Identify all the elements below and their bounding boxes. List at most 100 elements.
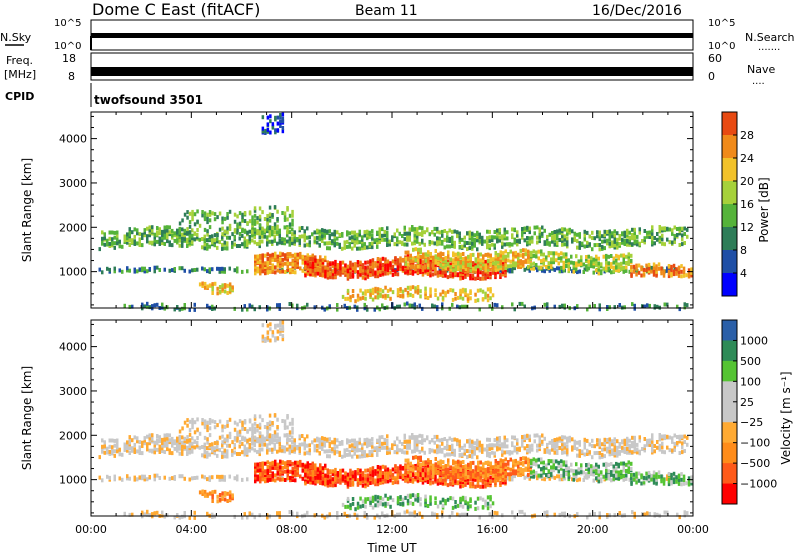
power-cell — [630, 253, 633, 258]
power-cell — [666, 268, 669, 273]
velocity-cell — [683, 434, 686, 439]
velocity-cell — [391, 476, 395, 481]
power-cell — [141, 302, 144, 307]
velocity-cell — [471, 472, 475, 477]
power-cell — [364, 271, 367, 276]
power-cell — [583, 233, 586, 238]
power-cell — [668, 227, 671, 232]
power-cell — [499, 250, 502, 255]
velocity-cell — [233, 442, 236, 447]
power-cell — [133, 227, 136, 232]
power-cell — [206, 232, 209, 237]
power-cell — [369, 288, 372, 293]
velocity-cell — [381, 435, 384, 440]
power-cell — [211, 236, 214, 241]
velocity-cell — [306, 467, 310, 472]
power-cell — [652, 272, 656, 277]
power-cell — [590, 261, 593, 266]
velocity-cell — [336, 444, 339, 449]
velocity-cell — [636, 450, 639, 455]
power-cell — [371, 233, 374, 238]
power-cell — [243, 244, 246, 249]
power-cell — [468, 246, 471, 251]
power-cell — [434, 288, 437, 293]
velocity-cell — [233, 476, 236, 481]
velocity-cell — [334, 475, 337, 480]
velocity-cell — [416, 438, 419, 443]
velocity-cell — [223, 475, 226, 480]
power-cell — [286, 255, 289, 260]
power-cell — [226, 235, 229, 240]
power-cell — [434, 254, 437, 259]
power-cell — [351, 230, 354, 235]
power-cell — [451, 302, 454, 307]
velocity-cell — [259, 468, 262, 473]
velocity-cell — [266, 443, 269, 448]
power-cell — [346, 230, 349, 235]
power-cell — [562, 252, 565, 257]
power-cell — [271, 266, 274, 271]
power-cell — [419, 264, 422, 269]
velocity-cell — [136, 477, 139, 482]
power-cell — [592, 270, 595, 275]
velocity-cell — [293, 438, 296, 443]
velocity-cell — [598, 442, 601, 447]
velocity-cell — [556, 474, 559, 479]
power-cell — [517, 252, 520, 257]
power-cell — [356, 293, 360, 298]
power-cell — [406, 293, 410, 298]
power-cell — [421, 226, 424, 231]
power-cell — [386, 288, 390, 293]
velocity-cell — [326, 437, 329, 442]
velocity-cell — [338, 450, 341, 455]
velocity-cell — [396, 480, 400, 485]
power-cell — [236, 269, 239, 274]
power-cell — [613, 245, 616, 250]
power-cell — [391, 272, 395, 277]
power-cell — [621, 231, 624, 236]
power-cell — [268, 239, 271, 244]
power-cell — [583, 244, 586, 249]
velocity-cell — [118, 452, 121, 457]
power-cell — [565, 255, 568, 259]
power-cell — [432, 255, 435, 260]
velocity-cell — [309, 469, 312, 474]
velocity-cell — [613, 453, 616, 458]
power-cell — [469, 268, 472, 273]
power-cell — [536, 235, 539, 240]
power-cell — [326, 229, 329, 234]
velocity-cell — [406, 439, 409, 444]
power-cell — [266, 115, 270, 120]
power-cell — [553, 238, 556, 243]
velocity-cell — [158, 450, 161, 454]
power-cell — [416, 239, 419, 244]
velocity-cell — [311, 461, 314, 466]
power-cell — [493, 243, 496, 248]
power-cell — [600, 262, 603, 267]
power-cell — [151, 304, 154, 309]
velocity-cell — [458, 439, 461, 444]
velocity-cell — [421, 434, 424, 439]
power-cell — [101, 230, 104, 235]
velocity-cell — [481, 443, 484, 448]
velocity-cell — [386, 467, 390, 472]
power-cell — [344, 296, 347, 301]
power-cell — [243, 236, 246, 241]
power-cell — [421, 230, 424, 235]
power-cell — [128, 227, 131, 232]
power-cell — [289, 270, 292, 275]
power-cell — [271, 124, 275, 129]
velocity-cell — [253, 448, 256, 453]
velocity-cell — [431, 438, 434, 442]
power-cell — [486, 229, 489, 234]
power-cell — [524, 248, 527, 253]
power-cell — [528, 236, 531, 241]
power-cell — [299, 251, 302, 256]
power-cell — [288, 236, 291, 241]
power-cell — [394, 272, 397, 277]
velocity-cell — [269, 461, 272, 466]
power-cell — [424, 258, 427, 263]
velocity-cell — [429, 464, 432, 468]
power-cell — [452, 251, 455, 256]
